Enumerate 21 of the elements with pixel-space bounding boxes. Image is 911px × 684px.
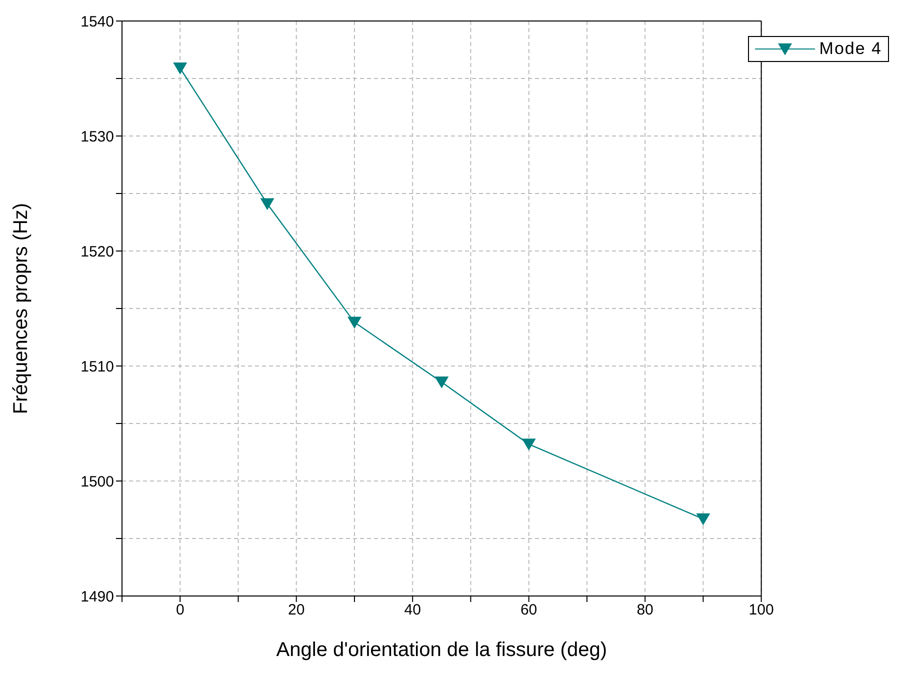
y-tick-label: 1530 xyxy=(80,128,114,146)
x-axis-title: Angle d'orientation de la fissure (deg) xyxy=(276,639,607,661)
x-tick-label: 60 xyxy=(520,602,538,619)
x-tick-label: 80 xyxy=(636,602,654,619)
y-tick-label: 1490 xyxy=(80,588,114,606)
point xyxy=(522,438,536,450)
legend-label: Mode 4 xyxy=(819,39,882,59)
point xyxy=(347,316,362,329)
y-tick-label: 1540 xyxy=(80,13,114,30)
y-tick-label: 1520 xyxy=(80,243,114,260)
x-tick-label: 100 xyxy=(748,602,774,619)
y-tick-label: 1510 xyxy=(80,358,114,376)
point xyxy=(173,62,188,74)
point xyxy=(434,376,449,388)
y-axis-title: Fréquences proprs (Hz) xyxy=(10,202,32,414)
x-tick-label: 40 xyxy=(404,602,421,619)
point xyxy=(260,198,274,210)
x-tick-label: 20 xyxy=(288,602,305,619)
y-tick-label: 1500 xyxy=(80,473,114,490)
x-tick-label: 0 xyxy=(176,602,184,619)
point xyxy=(696,513,710,526)
